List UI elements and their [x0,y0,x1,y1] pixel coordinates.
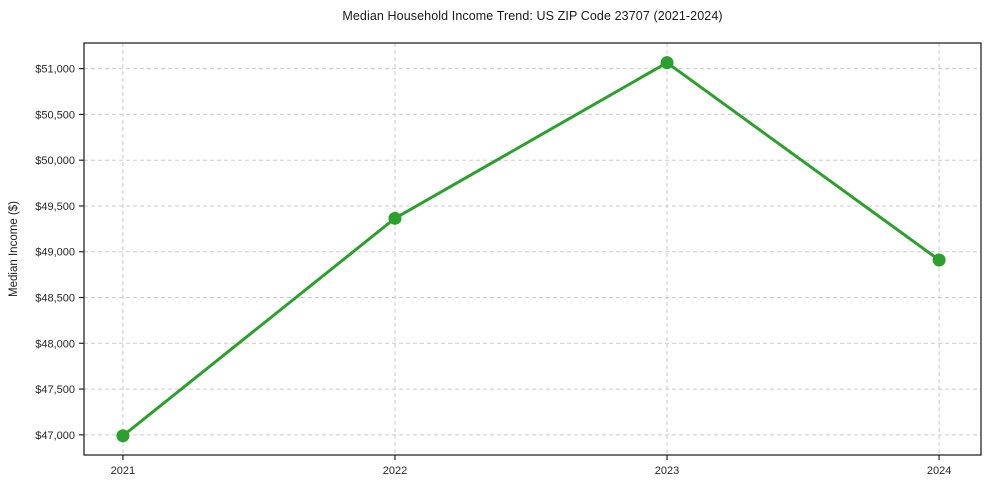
x-tick-label: 2023 [655,465,679,477]
data-point-2024 [932,253,946,267]
y-tick-label: $49,000 [35,247,75,259]
data-point-2021 [116,429,130,443]
y-tick-label: $47,000 [35,430,75,442]
x-tick-label: 2024 [927,465,951,477]
x-tick-label: 2021 [111,465,135,477]
y-tick-label: $49,500 [35,201,75,213]
trend-line [121,61,941,438]
chart-title: Median Household Income Trend: US ZIP Co… [342,9,723,23]
y-tick-label: $48,500 [35,293,75,305]
y-tick-label: $51,000 [35,64,75,76]
x-tick-label: 2022 [383,465,407,477]
data-point-2022 [388,211,402,225]
y-tick-label: $50,000 [35,155,75,167]
data-point-2023 [660,56,674,70]
y-tick-label: $48,000 [35,338,75,350]
plot-border [83,42,982,456]
y-tick-label: $50,500 [35,109,75,121]
y-tick-label: $47,500 [35,384,75,396]
